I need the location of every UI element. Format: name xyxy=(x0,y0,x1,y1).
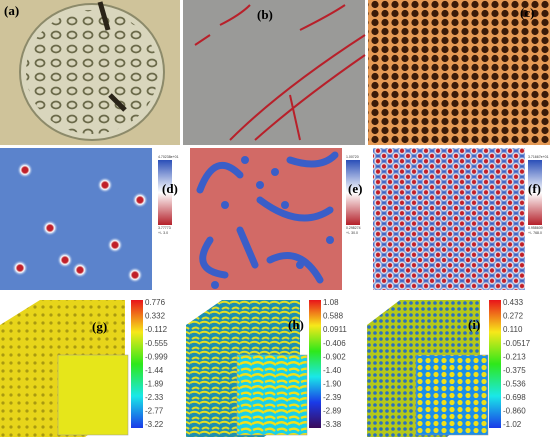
spot xyxy=(42,220,58,236)
colorbar-label: -1.02 xyxy=(503,420,522,429)
spot xyxy=(127,267,143,283)
colorbar-label: 0.433 xyxy=(503,298,524,307)
spot xyxy=(241,156,249,164)
spot xyxy=(281,201,289,209)
colorbar-label: 3.77773 xyxy=(158,226,171,230)
panel-label: (b) xyxy=(257,7,273,22)
colorbar-label: 3.71667e+01 xyxy=(528,155,549,159)
colorbar-label: 0.776 xyxy=(145,298,166,307)
colorbar-label: 1.00720 xyxy=(346,155,359,159)
colorbar-label: -0.999 xyxy=(145,352,168,361)
photo-c xyxy=(368,0,550,145)
debris xyxy=(97,1,127,112)
colorbar-label: -0.406 xyxy=(323,339,346,348)
panel-label: (i) xyxy=(468,317,480,332)
colorbar-label: 1.08 xyxy=(323,298,339,307)
colorbar-label: -0.0517 xyxy=(503,339,531,348)
colorbar-label: -3.38 xyxy=(323,420,342,429)
colorbar-label: +/- 768.0 xyxy=(528,231,542,235)
colorbar-label: +/- 3.0 xyxy=(158,231,168,235)
colorbar-label: -0.860 xyxy=(503,407,526,416)
colorbar-label: -2.39 xyxy=(323,393,342,402)
spot xyxy=(12,260,28,276)
colorbar-label: 4.70238e+01 xyxy=(158,155,179,159)
panel-label: (d) xyxy=(162,181,178,196)
panel-label: (h) xyxy=(288,317,304,332)
photo-b xyxy=(183,0,365,145)
colorbar-label: -1.44 xyxy=(145,366,164,375)
colorbar-label: 0.110 xyxy=(503,325,523,334)
filaments xyxy=(194,4,366,141)
panel-label: (a) xyxy=(4,3,19,18)
colorbar xyxy=(158,160,172,225)
slice-i xyxy=(415,354,489,436)
colorbar-label: -3.22 xyxy=(145,420,164,429)
colorbar-label: -0.213 xyxy=(503,352,526,361)
colorbar-label: 0.332 xyxy=(145,312,166,321)
colorbar-label: 0.588 xyxy=(323,312,344,321)
spot xyxy=(72,262,88,278)
stripes xyxy=(196,151,339,284)
spot xyxy=(296,261,304,269)
panel-label: (f) xyxy=(528,181,541,196)
colorbar-label: -0.112 xyxy=(145,325,168,334)
sim-f xyxy=(373,148,525,290)
spots xyxy=(12,162,148,283)
spot xyxy=(326,236,334,244)
pores xyxy=(26,10,158,134)
colorbar-label: -0.902 xyxy=(323,352,346,361)
colorbar-label: -0.536 xyxy=(503,379,526,388)
colorbar-label: -0.698 xyxy=(503,393,526,402)
spot xyxy=(97,177,113,193)
colorbar-label: -2.33 xyxy=(145,393,164,402)
colorbar-label: -2.89 xyxy=(323,407,342,416)
spot xyxy=(221,201,229,209)
panel-label: (c) xyxy=(520,5,534,20)
panel-label: (g) xyxy=(92,319,107,334)
spot xyxy=(211,281,219,289)
colorbar xyxy=(528,160,542,225)
panel-label: (e) xyxy=(348,181,362,196)
colorbar xyxy=(346,160,360,225)
colorbar-label: 0.958609 xyxy=(528,226,543,230)
colorbar-label: +/- 30.0 xyxy=(346,231,358,235)
spot xyxy=(57,252,73,268)
colorbar-label: -0.375 xyxy=(503,366,526,375)
slice-g xyxy=(57,354,129,436)
colorbar-label: -2.77 xyxy=(145,407,164,416)
colorbar-label: -1.90 xyxy=(323,379,342,388)
colorbar-label: 0.272 xyxy=(503,312,524,321)
colorbar xyxy=(309,300,321,428)
spots xyxy=(211,156,334,289)
spot xyxy=(271,168,279,176)
colorbar-label: 0.0911 xyxy=(323,325,347,334)
colorbar-label: -1.40 xyxy=(323,366,342,375)
colorbar-label: 0.298274 xyxy=(346,226,361,230)
spot xyxy=(256,181,264,189)
slice-h xyxy=(236,354,308,436)
colorbar-label: -1.89 xyxy=(145,379,164,388)
spot xyxy=(132,192,148,208)
spot xyxy=(107,237,123,253)
colorbar xyxy=(489,300,501,428)
colorbar xyxy=(131,300,143,428)
spot xyxy=(17,162,33,178)
colorbar-label: -0.555 xyxy=(145,339,168,348)
